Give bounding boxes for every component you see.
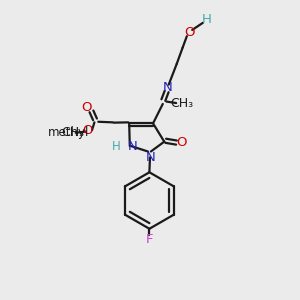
Text: N: N — [162, 81, 172, 94]
Text: H: H — [202, 13, 212, 26]
Text: CH₃: CH₃ — [170, 98, 194, 110]
Text: methyl: methyl — [48, 126, 89, 139]
Text: N: N — [127, 140, 137, 153]
Text: O: O — [82, 101, 92, 114]
Text: O: O — [176, 136, 187, 149]
Text: CH₃: CH₃ — [61, 126, 84, 139]
Text: N: N — [146, 151, 155, 164]
Text: F: F — [146, 233, 153, 246]
Text: O: O — [82, 124, 93, 137]
Text: H: H — [112, 140, 121, 153]
Text: O: O — [184, 26, 194, 39]
